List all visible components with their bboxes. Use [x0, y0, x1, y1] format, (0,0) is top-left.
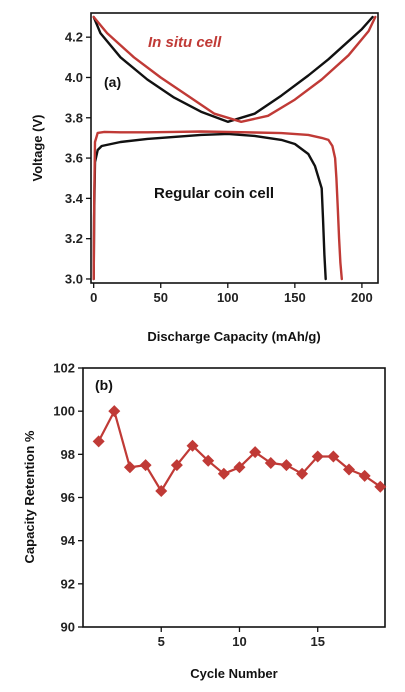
- x-tick-label: 15: [310, 634, 324, 649]
- x-axis-label-b: Cycle Number: [190, 666, 277, 681]
- data-point-diamond: [108, 405, 121, 418]
- data-point-diamond: [139, 459, 152, 472]
- data-point-diamond: [217, 467, 230, 480]
- annotation-in-situ-cell: In situ cell: [148, 34, 222, 51]
- y-tick-label: 100: [53, 404, 75, 419]
- panel-label-a: (a): [104, 74, 121, 90]
- y-tick-label: 3.6: [65, 151, 83, 166]
- y-tick-label: 3.2: [65, 231, 83, 246]
- y-tick-label: 4.2: [65, 30, 83, 45]
- data-point-diamond: [92, 435, 105, 448]
- data-point-diamond: [202, 454, 215, 467]
- plot-frame-b: [82, 367, 386, 628]
- y-tick-label: 94: [61, 533, 76, 548]
- y-tick-label: 92: [61, 576, 75, 591]
- annotation-regular-coin-cell: Regular coin cell: [154, 185, 274, 202]
- data-point-diamond: [170, 459, 183, 472]
- x-axis-ticks-b: 5 10 15: [158, 627, 325, 649]
- y-axis-ticks-b: 90 92 94 96 98 100 102: [53, 361, 83, 635]
- x-tick-label: 10: [232, 634, 246, 649]
- data-point-diamond: [233, 461, 246, 474]
- data-point-diamond: [311, 450, 324, 463]
- regular-coin-cell-discharge-curve: [92, 132, 327, 281]
- plot-frame-a: [90, 12, 379, 284]
- data-point-diamond: [123, 461, 136, 474]
- series-b: [92, 405, 387, 498]
- x-axis-label-a: Discharge Capacity (mAh/g): [147, 329, 320, 344]
- y-tick-label: 96: [61, 490, 75, 505]
- data-point-diamond: [186, 439, 199, 452]
- x-tick-label: 200: [351, 290, 373, 305]
- x-tick-label: 150: [284, 290, 306, 305]
- in-situ-cell-discharge-curve: [92, 130, 343, 281]
- x-axis-ticks-a: 0 50 100 150 200: [90, 283, 373, 305]
- y-tick-label: 4.0: [65, 70, 83, 85]
- x-tick-label: 50: [154, 290, 168, 305]
- data-point-diamond: [343, 463, 356, 476]
- y-axis-ticks-a: 3.0 3.2 3.4 3.6 3.8 4.0 4.2: [65, 30, 91, 286]
- panel-a: 3.0 3.2 3.4 3.6 3.8 4.0 4.2 0 50 100 150 200 (a) I…: [30, 12, 379, 344]
- y-tick-label: 102: [53, 361, 75, 376]
- y-axis-label-a: Voltage (V): [30, 115, 45, 182]
- y-tick-label: 3.4: [65, 191, 84, 206]
- y-tick-label: 98: [61, 447, 75, 462]
- y-tick-label: 90: [61, 620, 75, 635]
- data-point-diamond: [264, 456, 277, 469]
- y-tick-label: 3.8: [65, 110, 83, 125]
- x-tick-label: 100: [217, 290, 239, 305]
- data-point-diamond: [249, 446, 262, 459]
- data-point-diamond: [327, 450, 340, 463]
- data-point-diamond: [280, 459, 293, 472]
- data-point-diamond: [155, 485, 168, 498]
- in-situ-cell-charge-curve: [92, 15, 377, 124]
- y-axis-label-b: Capacity Retention %: [22, 430, 37, 563]
- y-tick-label: 3.0: [65, 271, 83, 286]
- x-tick-label: 0: [90, 290, 97, 305]
- data-point-diamond: [358, 469, 371, 482]
- data-point-diamond: [374, 480, 387, 493]
- panel-label-b: (b): [95, 377, 113, 393]
- data-point-diamond: [296, 467, 309, 480]
- x-tick-label: 5: [158, 634, 165, 649]
- regular-coin-cell-charge-curve: [92, 15, 374, 124]
- curves-a: [92, 15, 377, 281]
- retention-series-line: [97, 410, 381, 493]
